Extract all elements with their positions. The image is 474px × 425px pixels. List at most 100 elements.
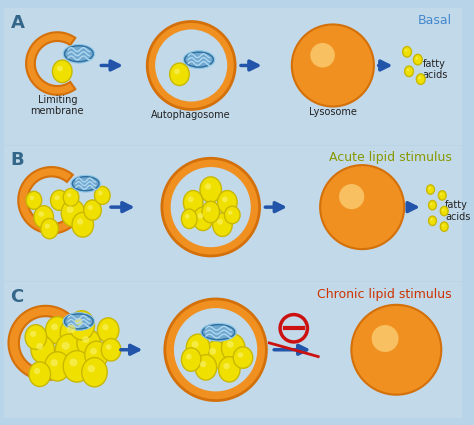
Ellipse shape	[102, 324, 109, 330]
Ellipse shape	[29, 362, 51, 386]
Ellipse shape	[61, 199, 85, 227]
Ellipse shape	[72, 176, 100, 191]
Bar	[4, 146, 461, 280]
Ellipse shape	[36, 343, 43, 350]
Ellipse shape	[82, 336, 89, 343]
Ellipse shape	[46, 317, 69, 344]
Ellipse shape	[442, 209, 445, 211]
Ellipse shape	[222, 196, 228, 202]
Ellipse shape	[63, 351, 91, 382]
Circle shape	[155, 29, 227, 102]
Text: B: B	[10, 151, 24, 170]
Circle shape	[147, 22, 235, 109]
Ellipse shape	[51, 323, 58, 330]
Ellipse shape	[188, 196, 194, 202]
Text: Autophagosome: Autophagosome	[151, 110, 231, 120]
Ellipse shape	[72, 212, 93, 237]
Ellipse shape	[428, 201, 437, 210]
Ellipse shape	[88, 365, 95, 372]
Ellipse shape	[41, 218, 58, 239]
Ellipse shape	[440, 193, 442, 196]
Ellipse shape	[51, 190, 68, 210]
Ellipse shape	[442, 224, 445, 227]
Ellipse shape	[64, 314, 93, 329]
Ellipse shape	[206, 207, 211, 212]
Text: C: C	[10, 288, 24, 306]
Ellipse shape	[38, 211, 44, 217]
Bar	[4, 8, 461, 144]
Polygon shape	[26, 32, 75, 95]
Ellipse shape	[174, 69, 180, 74]
Bar	[4, 282, 461, 417]
Text: Acute lipid stimulus: Acute lipid stimulus	[329, 151, 452, 164]
Ellipse shape	[195, 354, 217, 380]
Ellipse shape	[26, 191, 42, 209]
Ellipse shape	[186, 354, 191, 360]
Ellipse shape	[228, 210, 233, 215]
Ellipse shape	[233, 347, 253, 368]
Ellipse shape	[182, 209, 197, 229]
Ellipse shape	[202, 201, 219, 223]
Ellipse shape	[67, 193, 72, 197]
Ellipse shape	[204, 341, 228, 368]
Ellipse shape	[94, 187, 110, 204]
Ellipse shape	[227, 341, 234, 348]
Ellipse shape	[427, 185, 435, 194]
Ellipse shape	[200, 361, 206, 367]
Ellipse shape	[200, 177, 221, 202]
Circle shape	[174, 308, 257, 391]
Ellipse shape	[62, 342, 70, 350]
Ellipse shape	[60, 316, 90, 350]
Polygon shape	[9, 306, 71, 380]
Ellipse shape	[82, 357, 107, 387]
Circle shape	[320, 165, 404, 249]
Polygon shape	[18, 167, 73, 233]
Ellipse shape	[184, 52, 214, 68]
Ellipse shape	[419, 76, 421, 79]
Ellipse shape	[67, 325, 76, 333]
Ellipse shape	[219, 357, 240, 382]
Ellipse shape	[405, 49, 407, 52]
Ellipse shape	[34, 368, 40, 374]
Ellipse shape	[430, 218, 433, 221]
Ellipse shape	[428, 216, 437, 226]
Ellipse shape	[416, 74, 425, 85]
Ellipse shape	[182, 348, 201, 371]
Ellipse shape	[66, 206, 73, 213]
Ellipse shape	[55, 195, 60, 200]
Ellipse shape	[77, 329, 100, 357]
Ellipse shape	[221, 334, 245, 362]
Ellipse shape	[185, 214, 190, 219]
Ellipse shape	[191, 341, 199, 348]
Ellipse shape	[77, 218, 83, 225]
Text: Chronic lipid stimulus: Chronic lipid stimulus	[318, 288, 452, 301]
Ellipse shape	[405, 66, 413, 76]
Ellipse shape	[430, 203, 433, 205]
Ellipse shape	[186, 334, 210, 362]
Ellipse shape	[407, 69, 409, 71]
Circle shape	[310, 43, 335, 68]
Circle shape	[339, 184, 364, 209]
Ellipse shape	[170, 63, 189, 85]
Ellipse shape	[29, 196, 34, 200]
Ellipse shape	[45, 352, 70, 381]
Circle shape	[292, 25, 374, 107]
Ellipse shape	[438, 191, 446, 200]
Ellipse shape	[193, 207, 213, 231]
Text: fatty
acids: fatty acids	[445, 200, 471, 222]
Ellipse shape	[183, 190, 203, 214]
Ellipse shape	[198, 213, 203, 219]
Ellipse shape	[202, 324, 235, 340]
Ellipse shape	[237, 352, 244, 357]
Text: Basal: Basal	[418, 14, 452, 27]
Ellipse shape	[218, 190, 237, 214]
Ellipse shape	[205, 183, 211, 190]
Circle shape	[165, 299, 266, 400]
Ellipse shape	[415, 57, 418, 60]
Ellipse shape	[440, 207, 448, 216]
Ellipse shape	[217, 219, 223, 225]
Ellipse shape	[85, 341, 108, 368]
Ellipse shape	[64, 45, 93, 62]
Ellipse shape	[440, 222, 448, 231]
Ellipse shape	[101, 339, 121, 361]
